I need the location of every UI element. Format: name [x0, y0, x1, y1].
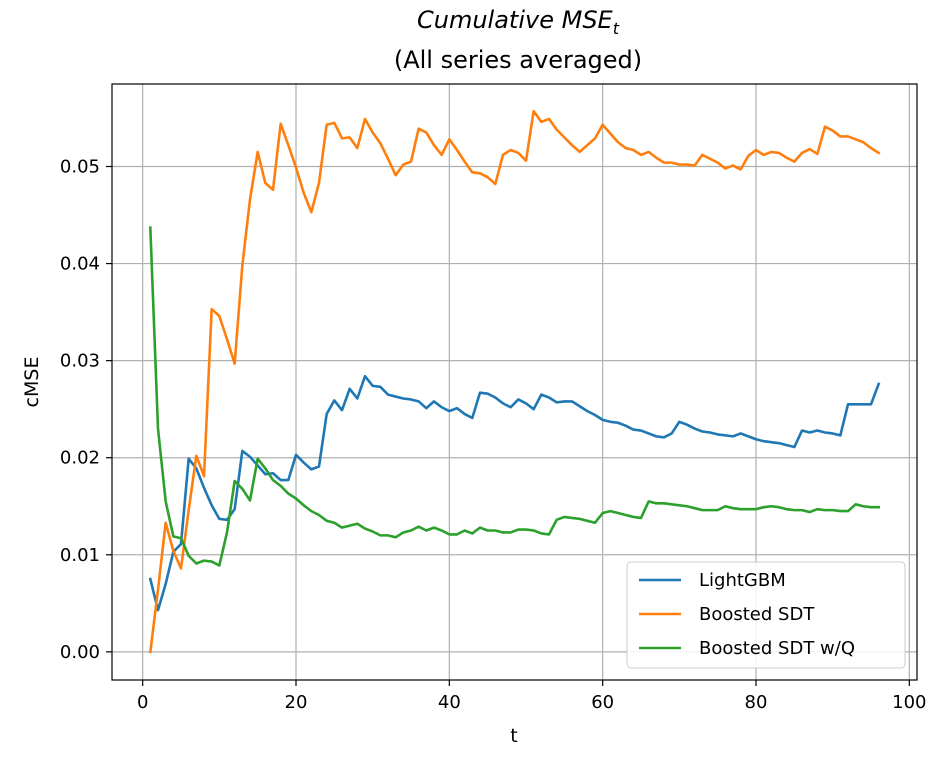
y-tick-label: 0.05 [60, 157, 100, 178]
legend-label-boosted-sdt: Boosted SDT [699, 604, 815, 625]
legend-box [626, 561, 906, 669]
series-line-lightgbm [148, 374, 881, 612]
legend: LightGBM Boosted SDT Boosted SDT w/Q [626, 561, 906, 669]
x-tick-label: 80 [745, 692, 768, 713]
y-tick-label: 0.03 [60, 351, 100, 372]
x-tick-label: 20 [285, 692, 308, 713]
x-axis-label: t [510, 725, 517, 747]
y-tick-label: 0.02 [60, 448, 100, 469]
legend-label-boosted-sdt-wq: Boosted SDT w/Q [699, 638, 855, 659]
x-tick-label: 0 [137, 692, 148, 713]
chart-subtitle: (All series averaged) [394, 46, 642, 74]
chart-title-subscript: t [613, 19, 620, 38]
y-axis-label: cMSE [21, 357, 43, 408]
y-tick-label: 0.04 [60, 254, 100, 275]
y-tick-label: 0.00 [60, 642, 100, 663]
chart-title: Cumulative MSEt [417, 6, 620, 38]
legend-label-lightgbm: LightGBM [699, 570, 786, 591]
x-tick-label: 60 [591, 692, 614, 713]
x-tick-label: 100 [892, 692, 926, 713]
plot-frame [111, 83, 918, 681]
series-line-boosted-sdt [148, 109, 881, 654]
grid [112, 84, 917, 680]
series-lines [148, 109, 881, 654]
axis-ticks: 0 20 40 60 80 100 0.00 0.01 0.02 0.03 0.04 0.05 [60, 157, 927, 713]
series-line-boosted-sdt-w-q [148, 226, 880, 567]
y-tick-label: 0.01 [60, 545, 100, 566]
x-tick-label: 40 [438, 692, 461, 713]
